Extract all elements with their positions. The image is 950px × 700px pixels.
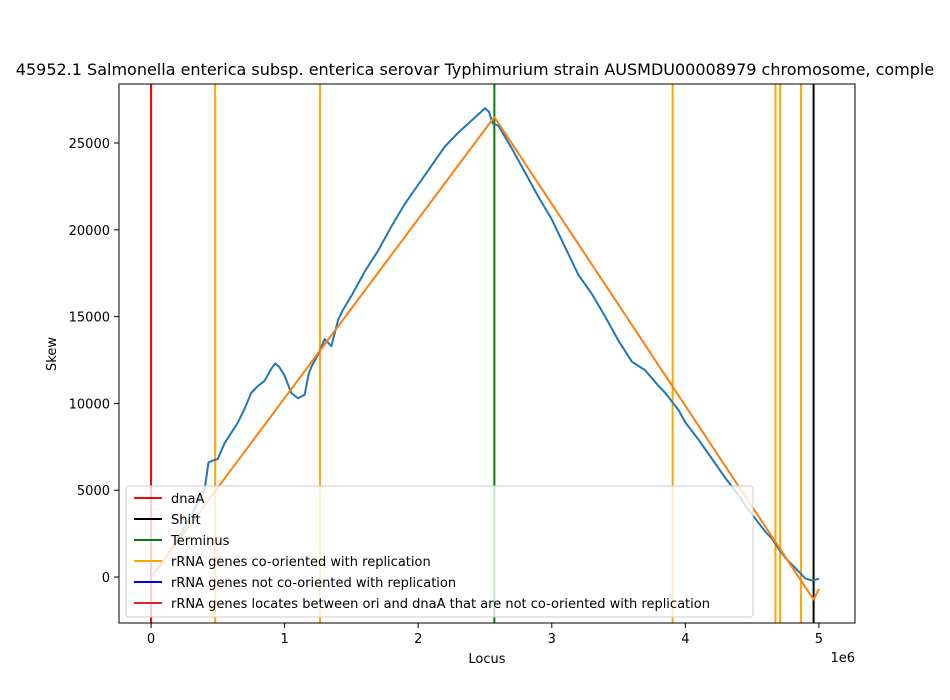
legend-label-rrna_between: rRNA genes locates between ori and dnaA … bbox=[171, 597, 710, 612]
legend-label-shift: Shift bbox=[171, 513, 201, 528]
x-tick-label: 3 bbox=[548, 632, 556, 647]
x-tick-label: 1 bbox=[280, 632, 288, 647]
legend-label-rrna_not_co: rRNA genes not co-oriented with replicat… bbox=[171, 576, 456, 591]
axes-frame bbox=[118, 83, 856, 624]
vertical-markers bbox=[150, 84, 815, 623]
x-tick-label: 0 bbox=[147, 632, 155, 647]
legend-label-dnaA: dnaA bbox=[171, 492, 204, 507]
series-fit-line bbox=[150, 116, 820, 601]
x-axis-label: Locus bbox=[468, 652, 505, 667]
y-tick-label: 0 bbox=[102, 571, 110, 586]
x-tick-label: 5 bbox=[815, 632, 823, 647]
y-tick-label: 15000 bbox=[69, 311, 110, 326]
y-axis-ticks: 0 5000 10000 15000 20000 25000 bbox=[69, 137, 119, 586]
legend-label-rrna_co: rRNA genes co-oriented with replication bbox=[171, 555, 431, 570]
legend: dnaA Shift Terminus rRNA genes co-oriented … bbox=[125, 485, 754, 618]
y-tick-label: 25000 bbox=[69, 137, 110, 152]
chart-title: 45952.1 Salmonella enterica subsp. enter… bbox=[16, 60, 934, 79]
y-axis-label: Skew bbox=[45, 337, 60, 371]
legend-box bbox=[125, 485, 754, 618]
y-tick-label: 20000 bbox=[69, 224, 110, 239]
x-tick-label: 4 bbox=[681, 632, 689, 647]
y-tick-label: 5000 bbox=[77, 484, 110, 499]
x-tick-label: 2 bbox=[414, 632, 422, 647]
x-axis-offset-label: 1e6 bbox=[830, 651, 855, 666]
y-tick-label: 10000 bbox=[69, 397, 110, 412]
legend-label-terminus: Terminus bbox=[170, 534, 230, 549]
x-axis-ticks: 0 1 2 3 4 5 bbox=[147, 623, 823, 647]
